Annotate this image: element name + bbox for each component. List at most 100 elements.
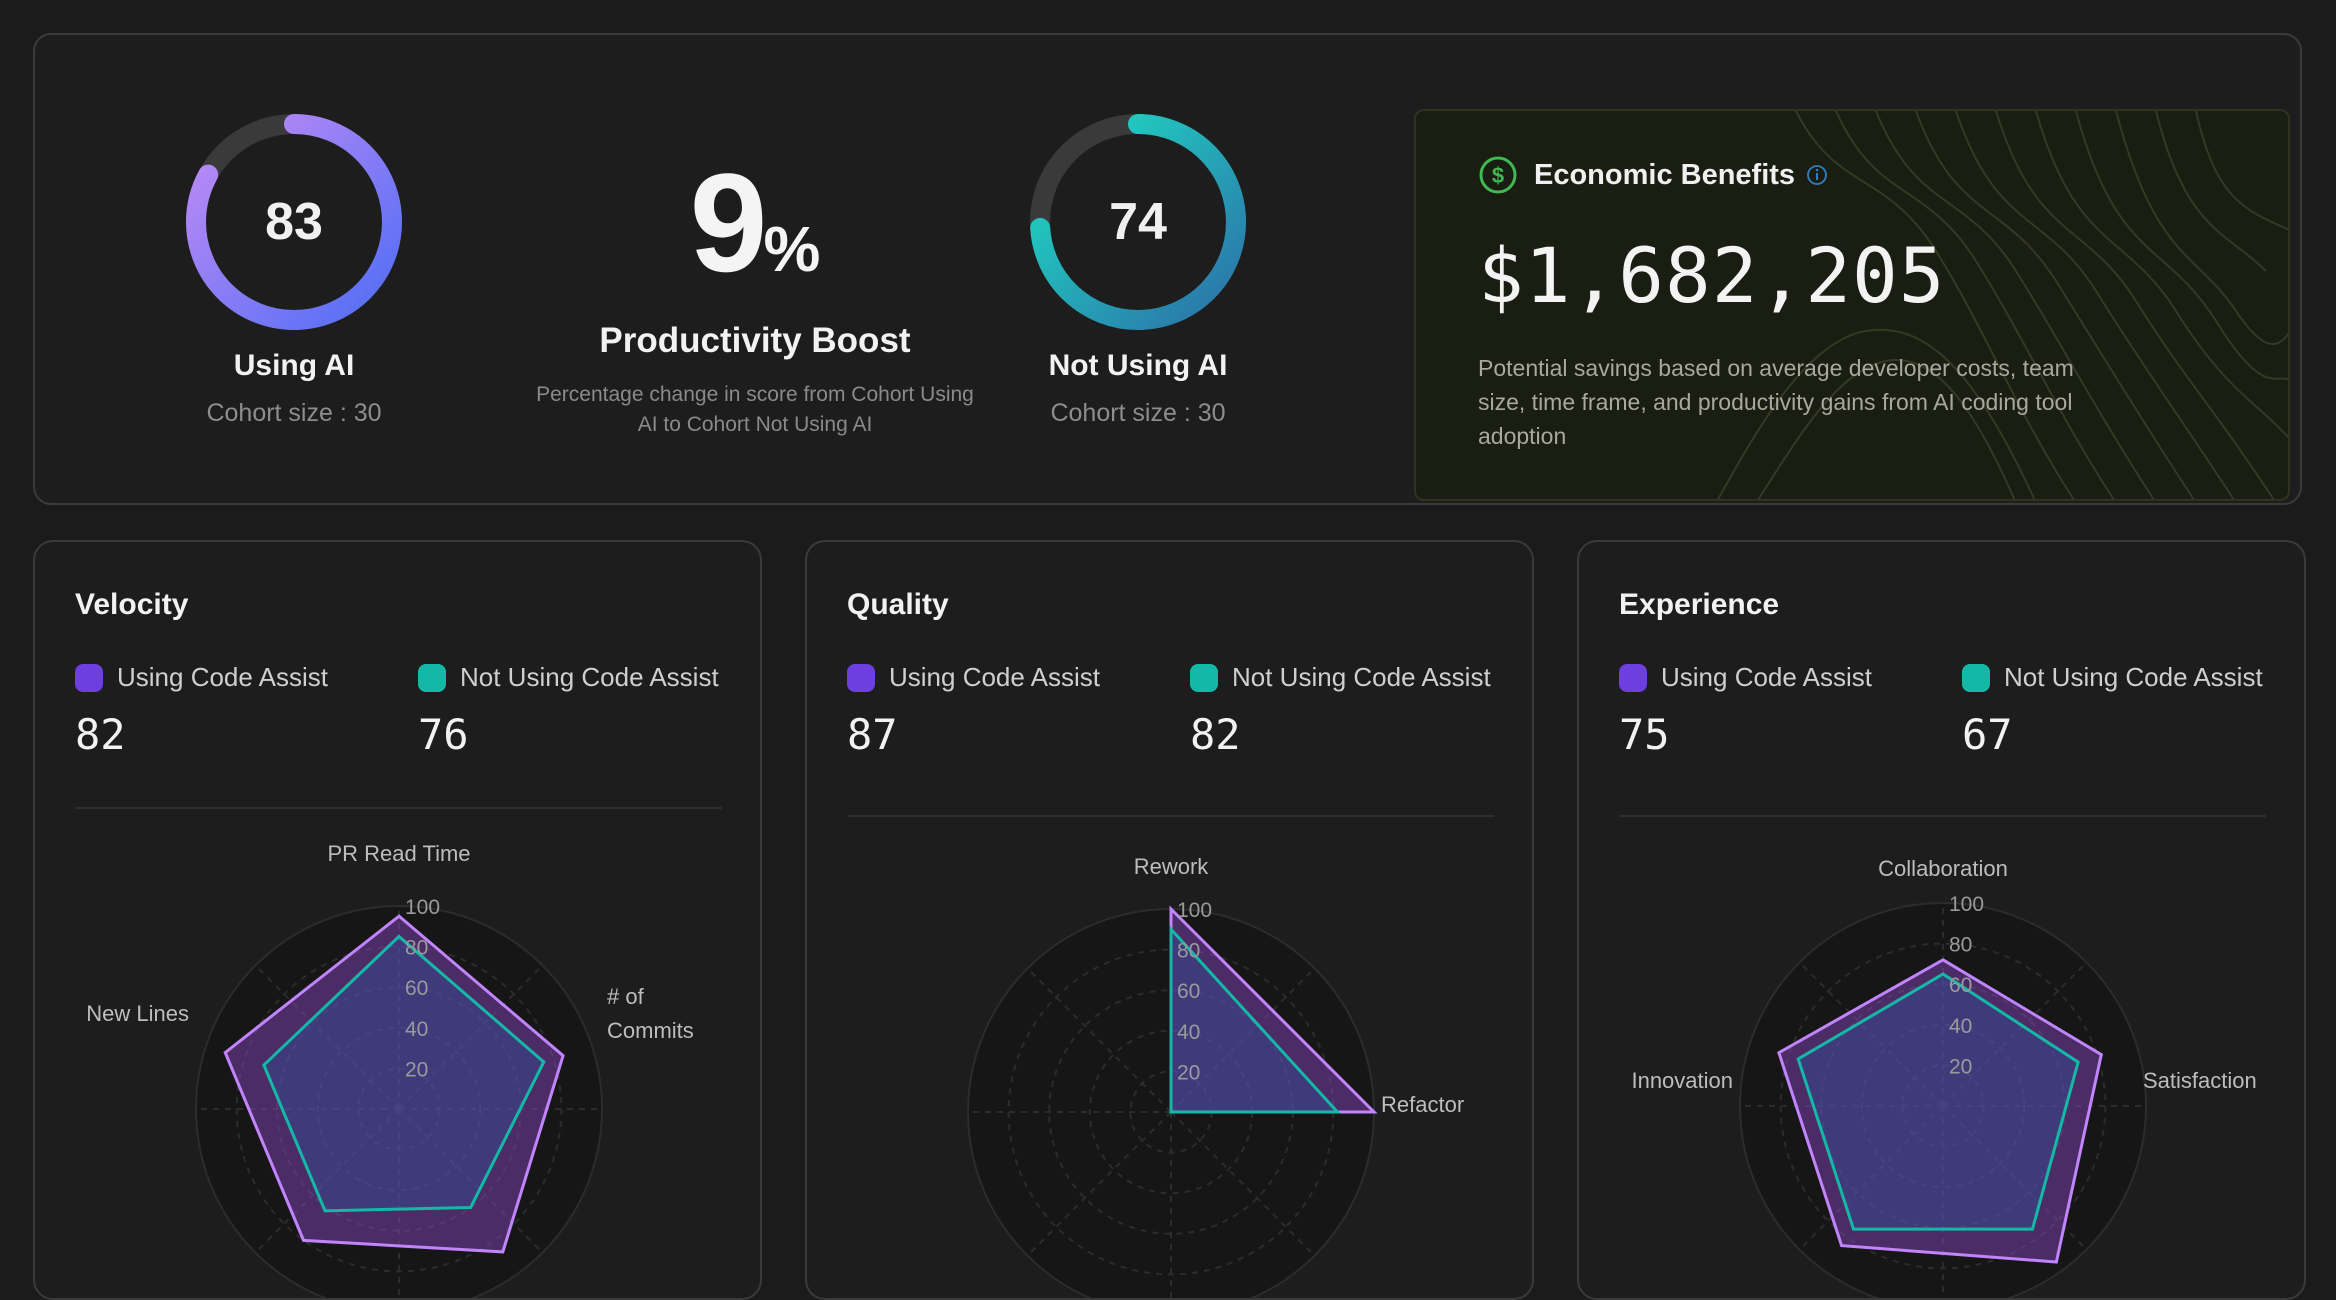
radar-tick-label: 80 [1177,940,1200,963]
experience-card: Experience Using Code Assist Not Using C… [1577,540,2306,1300]
legend-label-using: Using Code Assist [117,662,328,692]
legend-swatch-not-using [418,663,446,692]
radar-chart: 20 40 60 80 100 PR Read Time # of Commits New Li… [86,841,694,1298]
using-ai-cohort: Cohort size : 30 [206,399,382,427]
divider [1619,815,2266,817]
economic-benefits-title: Economic Benefits [1534,158,1796,191]
legend-swatch-not-using [1190,663,1218,692]
contour-background [1717,111,2288,499]
legend-not-using[interactable]: Not Using Code Assist [1962,662,2263,693]
radar-spoke [1026,1111,1172,1257]
legend-using[interactable]: Using Code Assist [75,662,328,693]
legend-using[interactable]: Using Code Assist [847,662,1100,693]
card-title: Experience [1619,588,1780,621]
radar-axis-label: Innovation [1631,1068,1733,1093]
radar-spoke [398,964,544,1110]
radar-tick-label: 60 [1949,974,1972,997]
legend-using[interactable]: Using Code Assist [1619,662,1872,693]
not-using-ai-label: Not Using AI [1048,349,1228,382]
radar-tick-label: 40 [1177,1021,1200,1044]
radar-gridline [1779,942,2107,1270]
legend-swatch-using [847,663,875,692]
not-using-ai-score: 74 [1109,193,1167,251]
boost-number: 9 [689,144,768,301]
radar-gridline [1860,1023,2026,1189]
boost-unit: % [763,213,821,285]
score-not-using: 76 [418,710,469,759]
legend-label-using: Using Code Assist [1661,662,1872,692]
productivity-boost-title: Productivity Boost [599,321,911,360]
radar-spoke [254,1108,400,1254]
using-ai-label: Using AI [233,349,355,382]
dollar-circle-icon: $ [1479,156,1517,194]
radar-spoke [1798,961,1944,1107]
productivity-boost-description: Percentage change in score from Cohort U… [536,383,974,436]
score-using: 82 [75,710,126,759]
radar-tick-label: 60 [1177,980,1200,1003]
score-not-using: 67 [1962,710,2013,759]
divider [75,807,722,809]
radar-axis-label: Refactor [1381,1092,1464,1117]
economic-benefits-description: Potential savings based on average devel… [1478,355,2074,449]
velocity-card: Velocity Using Code Assist Not Using Cod… [33,540,762,1300]
radar-tick-label: 100 [405,896,440,919]
series-using-polygon[interactable] [223,914,565,1254]
legend-label-not-using: Not Using Code Assist [460,662,719,692]
radar-spoke [254,964,400,1110]
radar-gridline [195,905,603,1298]
radar-gridline [1739,902,2147,1298]
card-title: Velocity [75,588,189,621]
legend-label-using: Using Code Assist [889,662,1100,692]
radar-gridline [316,1026,482,1192]
radar-axis-label: # of Commits [607,984,694,1043]
radar-tick-label: 20 [405,1058,428,1081]
score-using: 75 [1619,710,1670,759]
legend-not-using[interactable]: Not Using Code Assist [418,662,719,693]
radar-axis-label: Rework [1134,854,1210,879]
radar-tick-label: 80 [1949,934,1972,957]
legend-swatch-using [75,663,103,692]
legend-not-using[interactable]: Not Using Code Assist [1190,662,1491,693]
score-using: 87 [847,710,898,759]
radar-tick-label: 40 [1949,1015,1972,1038]
summary-panel: 83 Using AI Cohort size : 30 9% Producti… [33,33,2302,505]
legend-swatch-using [1619,663,1647,692]
series-not-using-polygon[interactable] [1796,972,2080,1231]
radar-tick-label: 100 [1949,893,1984,916]
economic-benefits-header: $ Economic Benefits [1478,155,1829,195]
quality-card: Quality Using Code Assist Not Using Code… [805,540,1534,1300]
radar-axis-label: Satisfaction [2143,1068,2257,1093]
score-not-using: 82 [1190,710,1241,759]
economic-benefits-amount: $1,682,205 [1478,231,1946,320]
series-not-using-polygon[interactable] [1169,925,1341,1114]
radar-spoke [1026,967,1172,1113]
radar-tick-label: 20 [1949,1055,1972,1078]
radar-gridline [235,945,563,1273]
radar-axis-label: PR Read Time [327,841,470,866]
info-icon[interactable] [1805,163,1829,187]
radar-axis-label: Collaboration [1878,856,2008,881]
radar-chart: 20 40 60 80 100 Collaboration Satisfaction Inno… [1631,856,2257,1298]
radar-spoke [1942,1105,2088,1251]
radar-tick-label: 20 [1177,1061,1200,1084]
not-using-ai-ring: 74 [1018,102,1258,342]
radar-spoke [1170,967,1316,1113]
using-ai-ring: 83 [174,102,414,342]
card-title: Quality [847,588,949,621]
svg-text:$: $ [1492,163,1504,188]
economic-benefits-card: $ Economic Benefits $1,682,205 Potential… [1414,109,2290,501]
divider [847,815,1494,817]
radar-tick-label: 100 [1177,899,1212,922]
using-ai-score: 83 [265,193,323,251]
not-using-ai-cohort: Cohort size : 30 [1050,399,1226,427]
radar-spoke [1798,1105,1944,1251]
radar-spoke [398,1108,544,1254]
radar-tick-label: 80 [405,937,428,960]
productivity-boost-value: 9% [595,153,915,293]
series-not-using-polygon[interactable] [262,934,546,1213]
series-using-polygon[interactable] [1777,958,2104,1264]
legend-label-not-using: Not Using Code Assist [2004,662,2263,692]
radar-tick-label: 40 [405,1018,428,1041]
radar-spoke [1942,961,2088,1107]
radar-chart: 20 40 60 80 100 Rework Refactor [967,854,1464,1298]
